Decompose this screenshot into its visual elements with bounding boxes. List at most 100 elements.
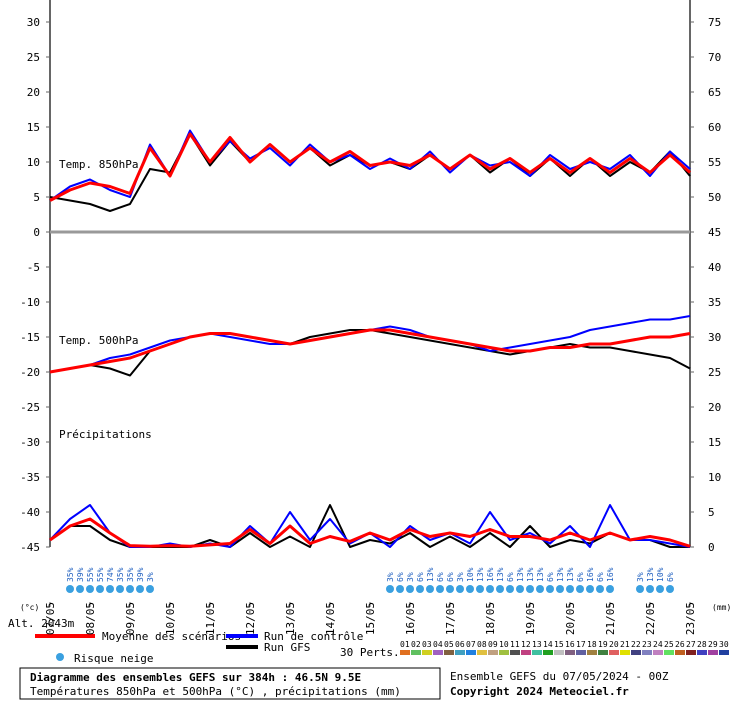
x-tick-label: 09/05: [124, 602, 137, 635]
perturbation-label: 06: [455, 640, 465, 649]
y-tick-label: 5: [33, 191, 40, 204]
perturbation-label: 14: [543, 640, 553, 649]
snow-label: 10%: [466, 567, 475, 582]
perturbation-label: 28: [697, 640, 707, 649]
snow-icon: [66, 585, 74, 593]
perturbation-swatch: [532, 650, 542, 655]
y2-unit: (mm): [712, 603, 731, 612]
perturbation-swatch: [587, 650, 597, 655]
snow-label: 13%: [476, 567, 485, 582]
chart-subtitle: Températures 850hPa et 500hPa (°C) , pré…: [30, 685, 401, 698]
perturbation-label: 03: [422, 640, 432, 649]
perturbation-label: 18: [587, 640, 597, 649]
perturbation-label: 20: [609, 640, 619, 649]
snow-icon: [466, 585, 474, 593]
snow-label: 3%: [146, 572, 155, 582]
snow-label: 35%: [116, 567, 125, 582]
y2-tick-label: 55: [708, 156, 721, 169]
snow-icon: [106, 585, 114, 593]
snow-icon: [606, 585, 614, 593]
snow-icon: [666, 585, 674, 593]
perturbation-swatch: [697, 650, 707, 655]
series-line: [49, 132, 691, 202]
y-tick-label: 10: [27, 156, 40, 169]
snow-label: 13%: [526, 567, 535, 582]
snow-icon: [386, 585, 394, 593]
perturbations-label: 30 Perts.: [340, 646, 400, 659]
snow-label: 16%: [586, 567, 595, 582]
snow-label: 13%: [496, 567, 505, 582]
snow-icon: [556, 585, 564, 593]
snow-label: 3%: [406, 572, 415, 582]
snow-label: 55%: [86, 567, 95, 582]
chart-title: Diagramme des ensembles GEFS sur 384h : …: [30, 671, 361, 684]
perturbation-swatch: [543, 650, 553, 655]
perturbation-swatch: [642, 650, 652, 655]
snow-label: 16%: [486, 567, 495, 582]
perturbation-swatch: [609, 650, 619, 655]
y2-tick-label: 75: [708, 16, 721, 29]
snow-icon: [436, 585, 444, 593]
y2-tick-label: 40: [708, 261, 721, 274]
series-line: [49, 328, 691, 374]
snow-label: 35%: [126, 567, 135, 582]
y-tick-label: -40: [20, 506, 40, 519]
perturbation-label: 08: [477, 640, 487, 649]
perturbation-label: 25: [664, 640, 674, 649]
perturbation-label: 01: [400, 640, 410, 649]
x-tick-label: 17/05: [444, 602, 457, 635]
x-tick-label: 10/05: [164, 602, 177, 635]
snow-label: 13%: [646, 567, 655, 582]
snow-label: 6%: [436, 572, 445, 582]
copyright: Copyright 2024 Meteociel.fr: [450, 685, 629, 698]
x-tick-label: 20/05: [564, 602, 577, 635]
snow-icon: [476, 585, 484, 593]
snow-icon: [86, 585, 94, 593]
snow-icon: [116, 585, 124, 593]
snow-icon: [136, 585, 144, 593]
y2-tick-label: 25: [708, 366, 721, 379]
y-tick-label: 20: [27, 86, 40, 99]
panel-label: Précipitations: [59, 428, 152, 441]
snow-label: 6%: [506, 572, 515, 582]
perturbation-swatch: [444, 650, 454, 655]
perturbation-label: 26: [675, 640, 685, 649]
snow-label: 6%: [576, 572, 585, 582]
x-tick-label: 14/05: [324, 602, 337, 635]
snow-label: 35%: [66, 567, 75, 582]
snow-icon: [636, 585, 644, 593]
snow-icon: [586, 585, 594, 593]
perturbation-label: 30: [719, 640, 729, 649]
y2-tick-label: 50: [708, 191, 721, 204]
snow-label: 16%: [606, 567, 615, 582]
y2-tick-label: 65: [708, 86, 721, 99]
perturbation-swatch: [708, 650, 718, 655]
x-tick-label: 15/05: [364, 602, 377, 635]
perturbation-swatch: [653, 650, 663, 655]
perturbation-label: 10: [499, 640, 509, 649]
perturbation-swatch: [565, 650, 575, 655]
snow-label: 3%: [456, 572, 465, 582]
snow-label: 6%: [446, 572, 455, 582]
y2-tick-label: 60: [708, 121, 721, 134]
perturbation-swatch: [598, 650, 608, 655]
y-tick-label: -30: [20, 436, 40, 449]
snow-icon: [656, 585, 664, 593]
x-tick-label: 22/05: [644, 602, 657, 635]
y-tick-label: -10: [20, 296, 40, 309]
x-tick-label: 23/05: [684, 602, 697, 635]
legend-label: Risque neige: [74, 652, 153, 665]
snow-icon: [536, 585, 544, 593]
altitude: Alt. 2043m: [8, 617, 75, 630]
perturbation-label: 12: [521, 640, 531, 649]
perturbation-label: 17: [576, 640, 586, 649]
perturbation-label: 24: [653, 640, 663, 649]
perturbation-label: 15: [554, 640, 564, 649]
perturbation-swatch: [510, 650, 520, 655]
perturbation-label: 23: [642, 640, 652, 649]
panel-label: Temp. 850hPa: [59, 158, 138, 171]
y-tick-label: 30: [27, 16, 40, 29]
snow-label: 3%: [386, 572, 395, 582]
legend-label: Moyenne des scénarios: [102, 630, 241, 643]
